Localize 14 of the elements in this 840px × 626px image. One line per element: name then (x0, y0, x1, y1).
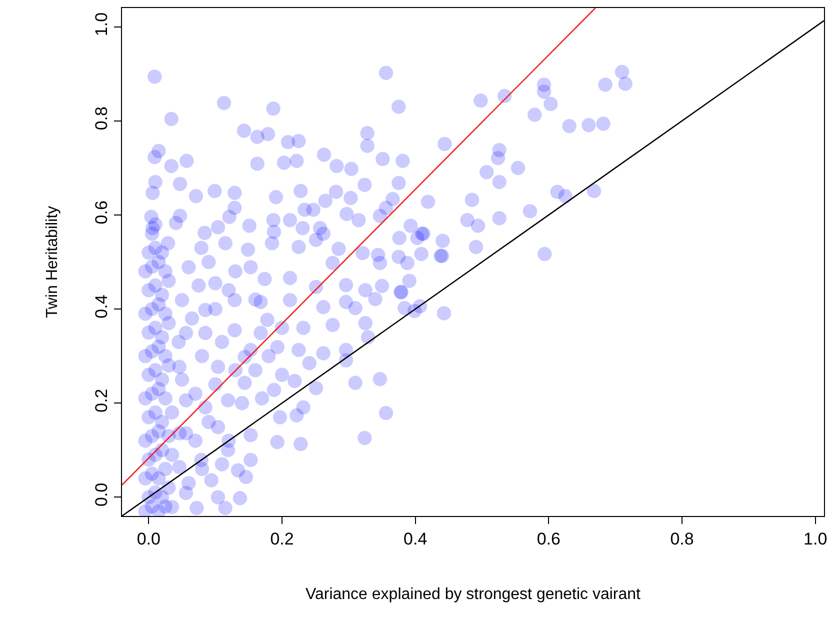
y-tick-label: 0.8 (92, 106, 112, 130)
x-axis-title: Variance explained by strongest genetic vairant (305, 586, 642, 604)
y-axis-title: Twin Heritability (44, 206, 62, 318)
y-tick-label: 0.4 (92, 294, 112, 318)
x-tick-label: 0.2 (270, 529, 294, 548)
y-tick-label: 0.2 (92, 388, 112, 412)
y-tick-label: 1.0 (92, 12, 112, 36)
x-tick-label: 0.4 (404, 529, 428, 548)
x-tick-label: 0.8 (670, 529, 694, 548)
x-tick-label: 1.0 (804, 529, 828, 548)
x-tick-label: 0.0 (136, 529, 160, 548)
y-tick-label: 0.6 (92, 200, 112, 224)
y-tick-label: 0.0 (92, 482, 112, 506)
x-tick-label: 0.6 (536, 529, 560, 548)
